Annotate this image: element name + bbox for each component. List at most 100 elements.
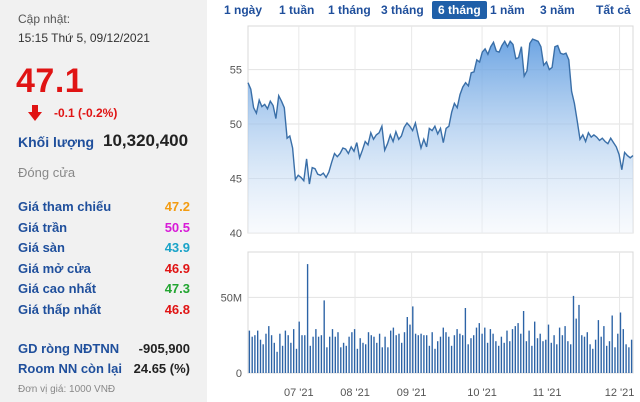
volume-bar <box>387 347 389 373</box>
volume-bar <box>420 333 422 373</box>
volume-bar <box>406 317 408 373</box>
volume-bar <box>431 332 433 373</box>
price-info-label: Giá mở cửa <box>18 260 91 276</box>
volume-bar <box>619 312 622 373</box>
tab-period[interactable]: 6 tháng <box>432 1 487 19</box>
volume-bar <box>597 320 600 373</box>
volume-bar <box>503 342 505 374</box>
foreign-net-label: GD ròng NĐTNN <box>18 341 120 356</box>
current-price: 47.1 <box>16 62 85 100</box>
price-area <box>248 39 633 233</box>
volume-bar <box>475 327 478 373</box>
volume-bar <box>628 347 630 373</box>
volume-bar <box>395 335 397 373</box>
x-tick-label: 10 '21 <box>467 387 497 399</box>
tab-period[interactable]: 1 ngày <box>224 3 263 17</box>
tab-period[interactable]: Tất cả <box>596 3 631 17</box>
volume-bar <box>567 341 569 373</box>
volume-bar <box>340 347 342 373</box>
volume-bar <box>281 345 284 373</box>
price-change: -0.1 (-0.2%) <box>28 105 117 121</box>
volume-bar <box>337 332 339 373</box>
volume-bar <box>511 329 514 373</box>
volume-bar <box>450 345 453 373</box>
volume-bar <box>326 347 328 373</box>
volume-bar <box>448 336 450 373</box>
volume-bar <box>295 348 298 373</box>
volume-bar <box>304 335 306 373</box>
volume-bar <box>414 333 417 373</box>
volume-bar <box>486 342 489 374</box>
market-status: Đóng cửa <box>18 165 76 180</box>
y-axis-ticks: 55 50 45 40 50M 0 <box>221 65 242 380</box>
volume-bars <box>248 264 633 374</box>
price-tick-label: 40 <box>230 228 242 240</box>
volume-bar <box>401 342 403 374</box>
volume-bar <box>492 333 494 373</box>
volume-tick-label: 0 <box>236 368 242 380</box>
volume-bar <box>323 300 325 373</box>
volume-bar <box>378 333 381 373</box>
price-info-row: Giá tham chiếu 47.2 <box>18 199 190 216</box>
volume-bar <box>273 342 275 374</box>
tab-period[interactable]: 1 tuần <box>279 3 315 17</box>
volume-bar <box>484 327 486 373</box>
volume-bar <box>478 323 480 373</box>
tab-period[interactable]: 3 tháng <box>381 3 424 17</box>
volume-bar <box>381 347 383 373</box>
volume-bar <box>279 333 281 373</box>
price-info-row: Giá sàn 43.9 <box>18 240 190 257</box>
volume-bar <box>334 336 336 373</box>
volume-bar <box>592 348 594 373</box>
x-tick-label: 11 '21 <box>533 387 562 399</box>
price-tick-label: 55 <box>230 65 242 77</box>
volume-bar <box>390 330 392 373</box>
volume-bar <box>498 345 500 373</box>
foreign-net-row: GD ròng NĐTNN -905,900 <box>18 341 190 359</box>
volume-bar <box>467 344 469 373</box>
volume-bar <box>614 347 616 373</box>
volume-bar <box>459 333 461 373</box>
foreign-net-value: -905,900 <box>138 341 190 356</box>
volume-label: Khối lượng <box>18 134 95 150</box>
x-tick-label: 07 '21 <box>284 387 314 399</box>
x-tick-label: 09 '21 <box>397 387 427 399</box>
volume-bar <box>514 326 516 373</box>
volume-bar <box>312 336 314 373</box>
volume-bar <box>434 348 436 373</box>
volume-bar <box>553 335 555 373</box>
volume-bar <box>287 335 289 373</box>
volume-bar <box>251 336 253 373</box>
price-volume-chart: 55 50 45 40 50M 0 07 '21 08 '21 09 '21 10 '21 11 … <box>221 25 634 399</box>
volume-bar <box>398 333 400 373</box>
volume-bar <box>417 335 419 373</box>
volume-bar <box>301 335 303 373</box>
update-time: 15:15 Thứ 5, 09/12/2021 <box>18 31 150 45</box>
volume-bar <box>500 336 503 373</box>
volume-bar <box>520 333 522 373</box>
price-info-label: Giá trần <box>18 219 68 235</box>
volume-bar <box>528 330 530 373</box>
volume-bar <box>262 344 264 373</box>
volume-bar <box>423 335 425 373</box>
volume-bar <box>392 327 395 373</box>
volume-bar <box>362 342 364 374</box>
volume-bar <box>581 335 583 373</box>
volume-bar <box>542 341 544 373</box>
down-arrow-icon <box>28 105 42 121</box>
volume-bar <box>561 335 564 373</box>
volume-bar <box>365 344 367 373</box>
volume-bar <box>329 336 331 373</box>
volume-bar <box>453 335 456 373</box>
volume-bar <box>608 341 611 373</box>
volume-bar <box>370 335 372 373</box>
tab-period[interactable]: 1 năm <box>490 3 525 17</box>
foreign-room-value: 24.65 (%) <box>133 361 190 376</box>
tab-period[interactable]: 3 năm <box>540 3 575 17</box>
volume-bar <box>306 264 309 373</box>
volume-bar <box>625 344 627 373</box>
volume-bar <box>342 342 345 374</box>
volume-bar <box>353 329 356 373</box>
tab-period[interactable]: 1 tháng <box>328 3 371 17</box>
volume-bar <box>345 345 347 373</box>
